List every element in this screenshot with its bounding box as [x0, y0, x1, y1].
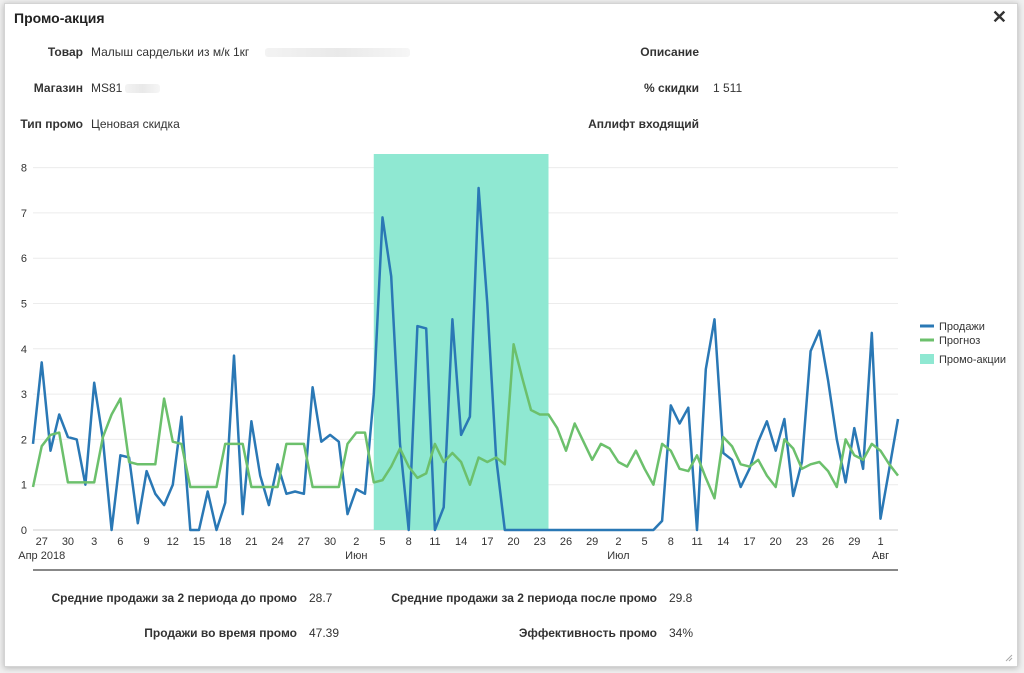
during-promo-value: 47.39: [309, 626, 340, 640]
x-tick-label: 14: [717, 536, 729, 548]
redacted-text: [265, 48, 410, 57]
x-tick-label: 29: [586, 536, 598, 548]
x-tick-label: 5: [379, 536, 385, 548]
x-tick-label: 27: [298, 536, 310, 548]
forecast-line: [31, 343, 899, 500]
x-tick-label: 30: [62, 536, 74, 548]
promo-dialog: Промо-акция ✕ Товар Малыш сардельки из м…: [4, 3, 1018, 667]
x-tick-label: 29: [848, 536, 860, 548]
x-tick-label: 2: [615, 536, 621, 548]
x-tick-sublabel: Апр 2018: [18, 550, 65, 562]
y-tick-label: 0: [21, 525, 27, 537]
x-tick-label: 23: [796, 536, 808, 548]
legend-sales: Продажи: [939, 321, 985, 333]
avg-after-value: 29.8: [669, 591, 693, 605]
series-lines: [31, 186, 900, 532]
promo-type-value: Ценовая скидка: [91, 117, 180, 131]
chart-legend: Продажи Прогноз Промо-акции: [920, 321, 1006, 366]
x-tick-label: 26: [822, 536, 834, 548]
efficiency-value: 34%: [669, 626, 694, 640]
sales-line: [31, 186, 900, 532]
x-tick-label: 2: [353, 536, 359, 548]
uplift-label: Аплифт входящий: [588, 117, 699, 131]
legend-promo-swatch: [920, 354, 934, 364]
x-tick-label: 1: [877, 536, 883, 548]
redacted-text: [125, 84, 160, 93]
efficiency-label: Эффективность промо: [518, 626, 657, 640]
dialog-title: Промо-акция: [14, 10, 105, 26]
y-tick-label: 1: [21, 480, 27, 492]
promo-band-group: [373, 154, 549, 530]
x-tick-label: 5: [642, 536, 648, 548]
y-tick-label: 6: [21, 253, 27, 265]
y-tick-label: 3: [21, 389, 27, 401]
store-value: MS81: [91, 81, 123, 95]
close-icon[interactable]: ✕: [991, 7, 1007, 27]
x-tick-label: 21: [245, 536, 257, 548]
y-tick-label: 8: [21, 163, 27, 175]
avg-before-label: Средние продажи за 2 периода до промо: [51, 591, 297, 605]
description-label: Описание: [640, 45, 699, 59]
x-tick-label: 17: [743, 536, 755, 548]
x-tick-label: 30: [324, 536, 336, 548]
x-tick-label: 9: [144, 536, 150, 548]
x-tick-label: 26: [560, 536, 572, 548]
x-tick-label: 17: [481, 536, 493, 548]
x-tick-label: 27: [36, 536, 48, 548]
discount-label: % скидки: [643, 81, 699, 95]
product-label: Товар: [47, 45, 83, 59]
promo-type-label: Тип промо: [20, 117, 83, 131]
legend-forecast: Прогноз: [939, 335, 980, 347]
y-tick-label: 7: [21, 208, 27, 220]
x-tick-label: 15: [193, 536, 205, 548]
x-tick-label: 8: [406, 536, 412, 548]
x-tick-sublabel: Июн: [345, 550, 367, 562]
x-tick-label: 11: [429, 536, 440, 548]
discount-value: 1 511: [713, 81, 743, 95]
avg-after-label: Средние продажи за 2 периода после промо: [391, 591, 657, 605]
product-value: Малыш сардельки из м/к 1кг: [91, 45, 250, 59]
x-tick-label: 20: [507, 536, 519, 548]
x-tick-label: 23: [534, 536, 546, 548]
y-axis-labels: 0 1 2 3 4 5 6 7 8: [21, 163, 27, 537]
x-tick-label: 3: [91, 536, 97, 548]
store-label: Магазин: [33, 81, 83, 95]
resize-handle-icon[interactable]: [1003, 652, 1013, 662]
x-tick-label: 24: [272, 536, 284, 548]
promo-band: [373, 154, 549, 530]
x-tick-label: 18: [219, 536, 231, 548]
x-tick-sublabel: Авг: [872, 550, 889, 562]
y-tick-label: 4: [21, 344, 27, 356]
x-tick-label: 20: [770, 536, 782, 548]
x-tick-label: 12: [167, 536, 179, 548]
legend-promo: Промо-акции: [939, 354, 1006, 366]
x-tick-sublabel: Июл: [607, 550, 629, 562]
y-tick-label: 5: [21, 298, 27, 310]
x-tick-label: 14: [455, 536, 467, 548]
x-tick-label: 6: [117, 536, 123, 548]
y-tick-label: 2: [21, 434, 27, 446]
during-promo-label: Продажи во время промо: [144, 626, 297, 640]
avg-before-value: 28.7: [309, 591, 333, 605]
x-tick-label: 11: [691, 536, 702, 548]
x-tick-label: 8: [668, 536, 674, 548]
